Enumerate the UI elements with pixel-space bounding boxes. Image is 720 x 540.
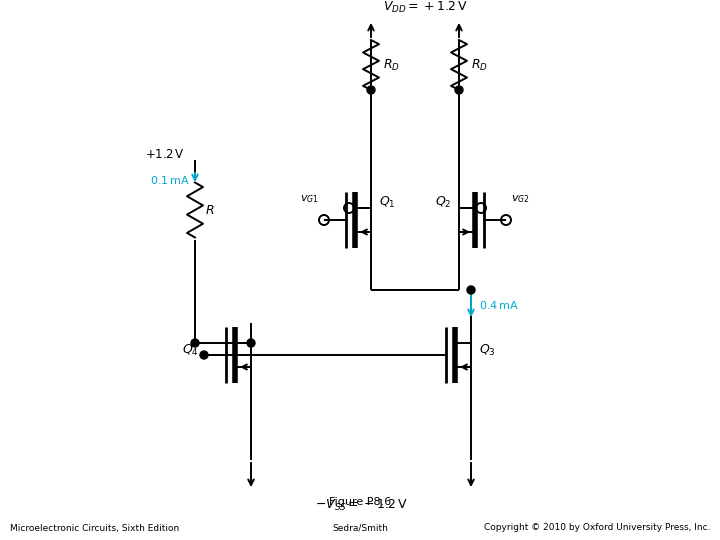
Text: $Q_2$: $Q_2$ bbox=[435, 195, 451, 210]
Text: $Q_4$: $Q_4$ bbox=[182, 342, 199, 357]
Circle shape bbox=[191, 339, 199, 347]
Text: $v_{G2}$: $v_{G2}$ bbox=[511, 193, 530, 205]
Text: Copyright © 2010 by Oxford University Press, Inc.: Copyright © 2010 by Oxford University Pr… bbox=[484, 523, 710, 532]
Text: $+1.2\,\mathrm{V}$: $+1.2\,\mathrm{V}$ bbox=[145, 148, 185, 161]
Text: $Q_1$: $Q_1$ bbox=[379, 195, 395, 210]
Text: $0.4\,\mathrm{mA}$: $0.4\,\mathrm{mA}$ bbox=[479, 299, 519, 311]
Text: $R$: $R$ bbox=[205, 204, 215, 217]
Text: Microelectronic Circuits, Sixth Edition: Microelectronic Circuits, Sixth Edition bbox=[10, 523, 179, 532]
Text: $R_D$: $R_D$ bbox=[471, 57, 488, 72]
Text: Figure P8.6: Figure P8.6 bbox=[329, 497, 391, 507]
Text: Sedra/Smith: Sedra/Smith bbox=[332, 523, 388, 532]
Circle shape bbox=[467, 286, 475, 294]
Text: $R_D$: $R_D$ bbox=[383, 57, 400, 72]
Text: $Q_3$: $Q_3$ bbox=[479, 342, 495, 357]
Text: $v_{G1}$: $v_{G1}$ bbox=[300, 193, 319, 205]
Text: $V_{DD} = +1.2\,\mathrm{V}$: $V_{DD} = +1.2\,\mathrm{V}$ bbox=[382, 0, 467, 15]
Circle shape bbox=[247, 339, 255, 347]
Circle shape bbox=[367, 86, 375, 94]
Circle shape bbox=[200, 351, 208, 359]
Text: $0.1\,\mathrm{mA}$: $0.1\,\mathrm{mA}$ bbox=[150, 174, 190, 186]
Circle shape bbox=[455, 86, 463, 94]
Text: $-V_{SS} = -1.2\,\mathrm{V}$: $-V_{SS} = -1.2\,\mathrm{V}$ bbox=[315, 498, 408, 513]
